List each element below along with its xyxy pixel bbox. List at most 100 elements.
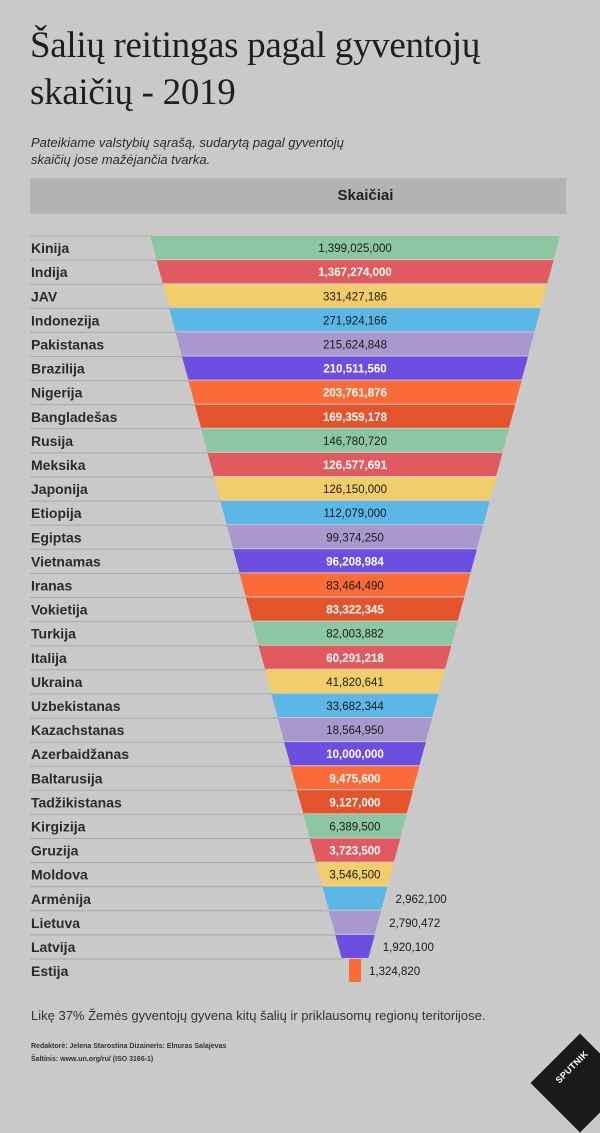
value-label: 126,150,000 [323,484,387,496]
value-label: 203,761,876 [323,388,387,400]
country-label: Pakistanas [31,336,104,352]
country-label: Indonezija [31,312,100,328]
country-label: Kazachstanas [31,722,125,738]
value-label: 1,399,025,000 [318,243,392,255]
value-label: 215,624,848 [323,339,387,351]
value-label: 18,564,950 [326,725,384,737]
country-label: Nigerija [31,385,83,401]
credits: Redaktorė: Jelena Starostina Dizaineris:… [31,1040,431,1066]
funnel-segment [220,501,490,525]
funnel-segment [264,669,446,693]
country-label: Vietnamas [31,553,101,569]
funnel-segment [156,260,554,284]
country-label: Ukraina [31,674,83,690]
value-label: 9,127,000 [329,797,380,809]
funnel-segment [201,428,509,452]
country-label: Meksika [31,457,86,473]
value-label: 1,367,274,000 [318,267,392,279]
country-label: Kinija [31,240,69,256]
funnel-segment [213,477,497,501]
funnel-segment [349,959,361,983]
country-label: Armėnija [31,891,91,907]
country-label: JAV [31,288,58,304]
funnel-segment [296,790,414,814]
funnel-segment [290,766,420,790]
column-header-bar: Skaičiai [30,178,566,214]
funnel-segment [162,284,548,308]
country-label: Brazilija [31,361,85,377]
country-label: Indija [31,264,68,280]
value-label: 146,780,720 [323,436,387,448]
country-label: Rusija [31,433,73,449]
value-label: 83,464,490 [326,580,384,592]
value-label: 99,374,250 [326,532,384,544]
country-label: Italija [31,650,67,666]
funnel-segment [194,404,516,428]
country-label: Lietuva [31,915,80,931]
value-label: 33,682,344 [326,701,384,713]
funnel-segment [309,838,401,862]
value-label: 96,208,984 [326,556,384,568]
country-label: Gruzija [31,843,79,859]
footnote: Likę 37% Žemės gyventojų gyvena kitų šal… [31,1008,486,1023]
value-label: 6,389,500 [329,821,380,833]
funnel-segment [252,621,458,645]
funnel-segment [284,742,426,766]
country-label: Tadžikistanas [31,794,122,810]
country-label: Bangladešas [31,409,118,425]
country-label: Japonija [31,481,88,497]
funnel-segment [207,452,503,476]
country-label: Baltarusija [31,770,103,786]
funnel-segment [175,332,535,356]
value-label: 210,511,560 [323,364,386,376]
country-label: Vokietija [31,602,88,618]
value-label: 271,924,166 [323,315,387,327]
country-label: Moldova [31,867,88,883]
funnel-chart: Kinija 1,399,025,000 Indija 1,367,274,000 JA… [30,235,560,983]
country-label: Latvija [31,939,76,955]
value-label: 331,427,186 [323,291,387,303]
value-label: 2,790,472 [389,918,440,930]
country-label: Kirgizija [31,818,86,834]
funnel-segment [188,380,522,404]
page-subtitle: Pateikiame valstybių sąrašą, sudarytą pa… [31,135,344,167]
funnel-segment [335,934,375,958]
value-label: 60,291,218 [326,653,384,665]
value-label: 3,723,500 [329,846,380,858]
country-label: Etiopija [31,505,82,521]
funnel-segment [328,910,382,934]
funnel-segment [226,525,484,549]
value-label: 2,962,100 [396,894,447,906]
value-label: 83,322,345 [326,605,384,617]
funnel-segment [271,693,439,717]
funnel-segment [245,597,465,621]
country-label: Azerbaidžanas [31,746,129,762]
credits-editor: Redaktorė: Jelena Starostina Dizaineris:… [31,1043,227,1050]
value-label: 1,324,820 [369,966,420,978]
page-title: Šalių reitingas pagal gyventojų skaičių … [30,25,481,113]
funnel-segment [316,862,394,886]
value-label: 1,920,100 [383,942,434,954]
value-label: 9,475,600 [329,773,380,785]
country-label: Turkija [31,626,76,642]
value-label: 10,000,000 [326,749,384,761]
value-label: 3,546,500 [329,870,380,882]
value-label: 112,079,000 [323,508,386,520]
funnel-segment [150,236,560,260]
funnel-segment [239,573,471,597]
value-label: 82,003,882 [326,629,384,641]
funnel-segment [169,308,541,332]
country-label: Uzbekistanas [31,698,121,714]
funnel-segment [277,718,433,742]
value-label: 169,359,178 [323,412,388,424]
value-label: 41,820,641 [326,677,384,689]
column-header-label: Skaičiai [337,187,394,204]
funnel-segment [233,549,477,573]
country-label: Iranas [31,577,72,593]
funnel-segment [181,356,529,380]
funnel-segment [303,814,407,838]
funnel-segment [322,886,388,910]
value-label: 126,577,691 [323,460,388,472]
funnel-segment [258,645,452,669]
country-label: Egiptas [31,529,82,545]
